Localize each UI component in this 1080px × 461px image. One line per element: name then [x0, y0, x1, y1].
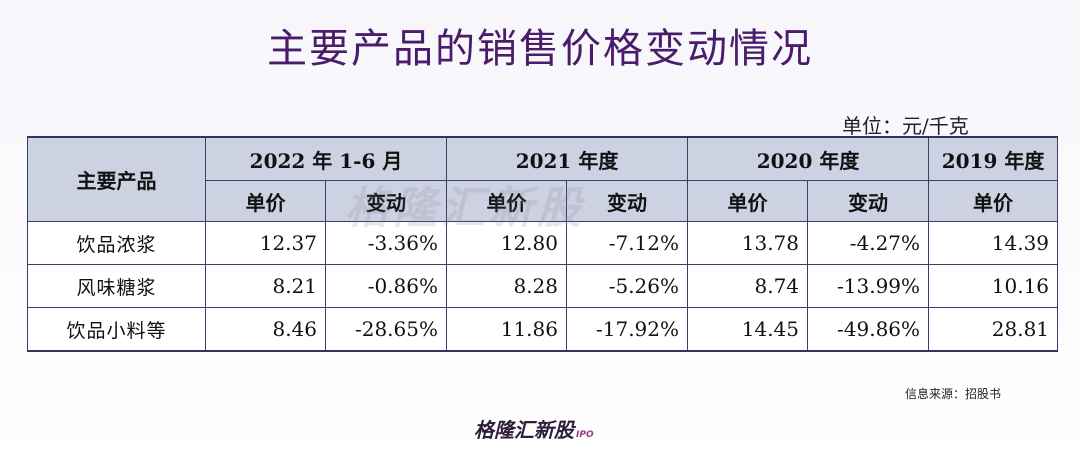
table-cell: -13.99%: [807, 264, 930, 308]
table-cell: 8.46: [205, 307, 326, 352]
table-cell: 28.81: [928, 307, 1059, 352]
table-cell: 14.45: [687, 307, 809, 352]
period-header: 2020 年度: [687, 136, 930, 181]
price-header: 单价: [205, 180, 326, 222]
logo-text: 格隆汇新股: [474, 418, 574, 442]
change-header: 变动: [565, 180, 689, 222]
table-row: 饮品浓浆 12.37 -3.36% 12.80 -7.12% 13.78 -4.…: [27, 221, 1059, 265]
product-name: 饮品浓浆: [27, 221, 206, 265]
table-cell: 8.21: [205, 264, 326, 308]
period-header: 2019 年度: [928, 136, 1059, 181]
table-cell: -5.26%: [565, 264, 689, 308]
header-row-metrics: 单价 变动 单价 变动 单价 变动 单价: [28, 180, 1059, 222]
table-cell: -0.86%: [325, 264, 447, 308]
table-cell: 8.28: [446, 264, 567, 308]
change-header: 变动: [325, 180, 447, 222]
price-header: 单价: [687, 180, 809, 222]
table-cell: -49.86%: [807, 307, 930, 352]
table-cell: 12.80: [446, 221, 567, 265]
table-cell: 12.37: [205, 221, 326, 265]
table-cell: 11.86: [446, 307, 567, 352]
table-cell: 10.16: [928, 264, 1059, 308]
product-name: 风味糖浆: [27, 264, 206, 308]
table-cell: 8.74: [687, 264, 809, 308]
header-row-periods: 主要产品 2022 年 1-6 月 2021 年度 2020 年度 2019 年…: [27, 136, 1059, 222]
price-header: 单价: [928, 180, 1059, 222]
table-row: 饮品小料等 8.46 -28.65% 11.86 -17.92% 14.45 -…: [27, 307, 1059, 352]
logo-ipo-suffix: IPO: [576, 430, 594, 440]
table-cell: 13.78: [687, 221, 809, 265]
table-cell: -3.36%: [325, 221, 447, 265]
page-title: 主要产品的销售价格变动情况: [267, 26, 813, 72]
table-cell: -17.92%: [565, 307, 689, 352]
price-header: 单价: [446, 180, 567, 222]
product-name: 饮品小料等: [27, 307, 206, 352]
period-header: 2022 年 1-6 月: [205, 136, 447, 181]
product-column-header: 主要产品: [27, 136, 206, 222]
table-cell: -4.27%: [807, 221, 930, 265]
table-cell: -7.12%: [565, 221, 689, 265]
table-cell: -28.65%: [325, 307, 447, 352]
table-row: 风味糖浆 8.21 -0.86% 8.28 -5.26% 8.74 -13.99…: [27, 264, 1059, 308]
brand-logo: 格隆汇新股 IPO: [474, 414, 594, 443]
price-table-container: 主要产品 2022 年 1-6 月 2021 年度 2020 年度 2019 年…: [27, 136, 1059, 352]
table-cell: 14.39: [928, 221, 1059, 265]
price-change-table: 主要产品 2022 年 1-6 月 2021 年度 2020 年度 2019 年…: [27, 136, 1059, 352]
source-note: 信息来源：招股书: [905, 387, 1002, 401]
unit-label: 单位：元/千克: [842, 114, 969, 138]
period-header: 2021 年度: [445, 136, 689, 181]
change-header: 变动: [807, 180, 930, 222]
